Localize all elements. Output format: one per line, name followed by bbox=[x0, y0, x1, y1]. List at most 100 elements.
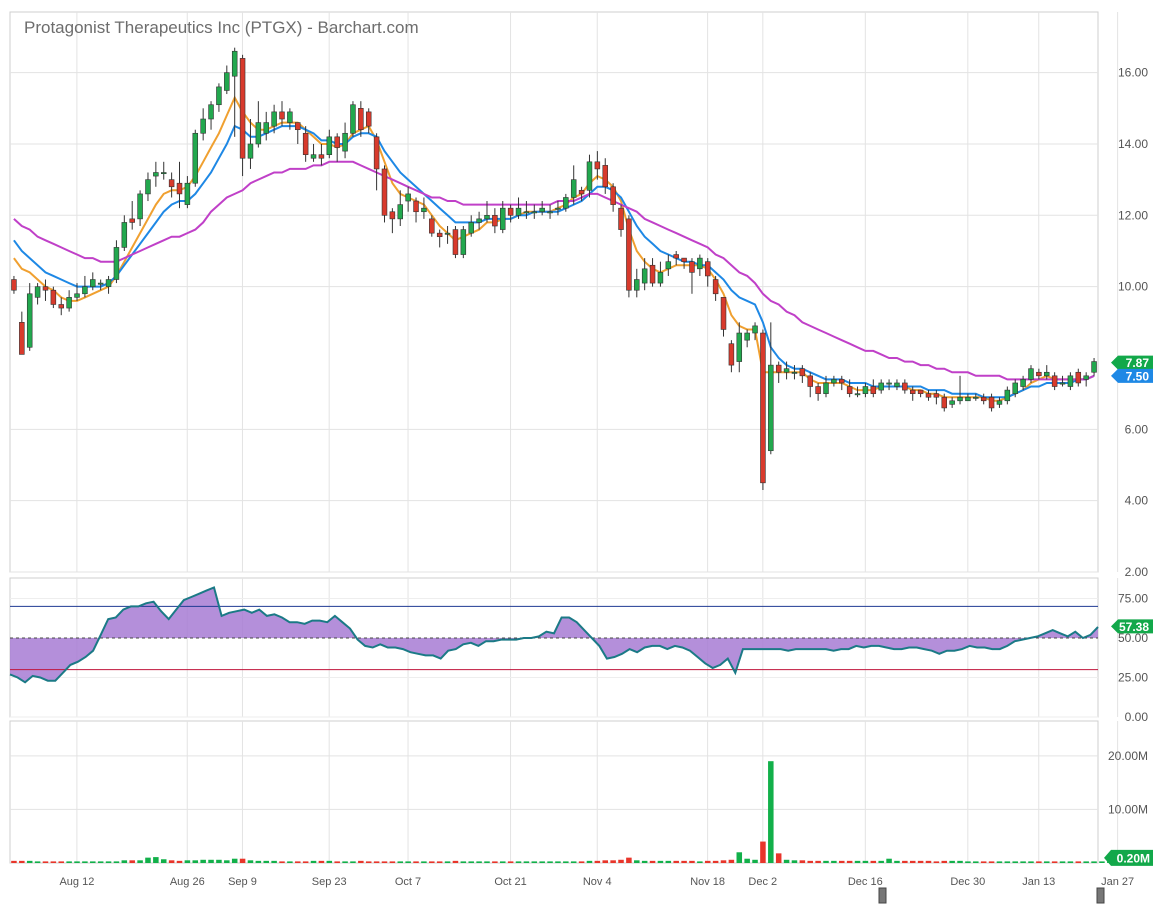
volume-bar bbox=[531, 861, 538, 863]
candle-body bbox=[263, 122, 269, 134]
volume-bar bbox=[555, 861, 561, 863]
candle-body bbox=[66, 297, 72, 309]
candle-body bbox=[468, 222, 474, 234]
volume-bar bbox=[665, 860, 672, 863]
volume-bar bbox=[476, 861, 482, 863]
x-tick-label: Nov 4 bbox=[583, 876, 612, 888]
candle-body bbox=[1004, 389, 1011, 402]
volume-bar bbox=[468, 861, 474, 863]
volume-bar bbox=[58, 861, 65, 863]
candle-body bbox=[176, 182, 183, 195]
volume-bar bbox=[902, 860, 908, 863]
candle-body bbox=[429, 218, 435, 234]
candle-body bbox=[476, 218, 482, 223]
candle-body bbox=[523, 211, 530, 214]
candle-body bbox=[1044, 371, 1050, 377]
candle-body bbox=[673, 254, 679, 259]
candle-body bbox=[224, 72, 230, 91]
candle-body bbox=[500, 207, 506, 230]
volume-bar bbox=[405, 861, 411, 863]
candle-body bbox=[720, 297, 727, 330]
moving-average-line-2 bbox=[13, 124, 1095, 399]
volume-bar bbox=[933, 861, 940, 863]
candle-body bbox=[917, 389, 924, 394]
candle-body bbox=[358, 108, 364, 131]
candle-body bbox=[854, 393, 861, 396]
volume-bar bbox=[925, 860, 932, 863]
volume-bar bbox=[799, 860, 806, 863]
volume-bar bbox=[673, 860, 679, 863]
candle-body bbox=[586, 161, 593, 191]
candle-body bbox=[515, 207, 522, 216]
candle-body bbox=[886, 382, 892, 385]
candle-body bbox=[1075, 371, 1082, 384]
candle-body bbox=[839, 379, 845, 384]
candle-body bbox=[287, 111, 293, 123]
volume-bar bbox=[168, 860, 175, 863]
x-tick-label: Aug 12 bbox=[59, 876, 94, 888]
candle-body bbox=[153, 172, 159, 177]
candle-body bbox=[728, 343, 735, 366]
scroll-handle-left[interactable] bbox=[878, 887, 887, 904]
candle-body bbox=[184, 182, 191, 205]
candle-body bbox=[1059, 382, 1066, 385]
volume-bar bbox=[160, 859, 167, 863]
candle-body bbox=[799, 368, 806, 377]
candle-body bbox=[1051, 375, 1058, 387]
candle-body bbox=[318, 154, 325, 159]
volume-bar bbox=[97, 861, 104, 863]
candle-body bbox=[768, 364, 774, 452]
candle-body bbox=[192, 132, 199, 184]
candle-body bbox=[26, 293, 33, 348]
price-y-tick-label: 2.00 bbox=[1125, 565, 1149, 579]
volume-bar bbox=[1099, 861, 1105, 863]
volume-bar bbox=[350, 861, 356, 863]
candle-body bbox=[909, 389, 916, 394]
volume-bar bbox=[1020, 861, 1026, 863]
volume-bar bbox=[917, 860, 924, 863]
candle-body bbox=[295, 122, 301, 131]
candle-body bbox=[1020, 379, 1026, 387]
x-tick-label: Oct 21 bbox=[494, 876, 526, 888]
candle-body bbox=[878, 382, 884, 391]
volume-bar bbox=[413, 861, 419, 863]
last-price-label: 7.87 bbox=[1126, 356, 1150, 370]
candle-body bbox=[618, 207, 624, 230]
volume-bar bbox=[689, 860, 695, 863]
scroll-handle-right[interactable] bbox=[1096, 887, 1105, 904]
price-y-tick-label: 12.00 bbox=[1118, 208, 1148, 222]
candle-body bbox=[492, 215, 498, 227]
volume-bar bbox=[1043, 861, 1050, 863]
volume-bar bbox=[34, 861, 41, 863]
volume-bar bbox=[153, 857, 159, 863]
candle-body bbox=[129, 218, 135, 223]
candle-body bbox=[681, 257, 687, 262]
volume-bar bbox=[886, 858, 892, 863]
indicator-y-tick-label: 50.00 bbox=[1118, 631, 1148, 645]
x-tick-label: Oct 7 bbox=[395, 876, 421, 888]
volume-bar bbox=[941, 860, 948, 863]
candle-body bbox=[815, 386, 821, 394]
volume-bar bbox=[752, 859, 758, 863]
volume-bar bbox=[444, 861, 451, 863]
volume-bar bbox=[957, 860, 963, 863]
candle-body bbox=[168, 179, 175, 188]
indicator-last-label: 57.38 bbox=[1119, 620, 1149, 634]
volume-bar bbox=[255, 860, 262, 863]
candle-body bbox=[610, 186, 616, 205]
volume-bar bbox=[973, 861, 979, 863]
volume-bar bbox=[192, 860, 199, 863]
candle-body bbox=[894, 382, 900, 387]
volume-bar bbox=[1051, 861, 1058, 863]
candle-body bbox=[602, 165, 608, 188]
volume-bar bbox=[50, 861, 57, 863]
volume-bar bbox=[1067, 861, 1074, 863]
candle-body bbox=[279, 111, 285, 120]
candle-body bbox=[389, 211, 396, 220]
chart-title: Protagonist Therapeutics Inc (PTGX) - Ba… bbox=[24, 18, 419, 37]
candle-body bbox=[539, 207, 545, 213]
volume-bar bbox=[783, 859, 790, 863]
indicator-y-tick-label: 0.00 bbox=[1125, 710, 1149, 724]
